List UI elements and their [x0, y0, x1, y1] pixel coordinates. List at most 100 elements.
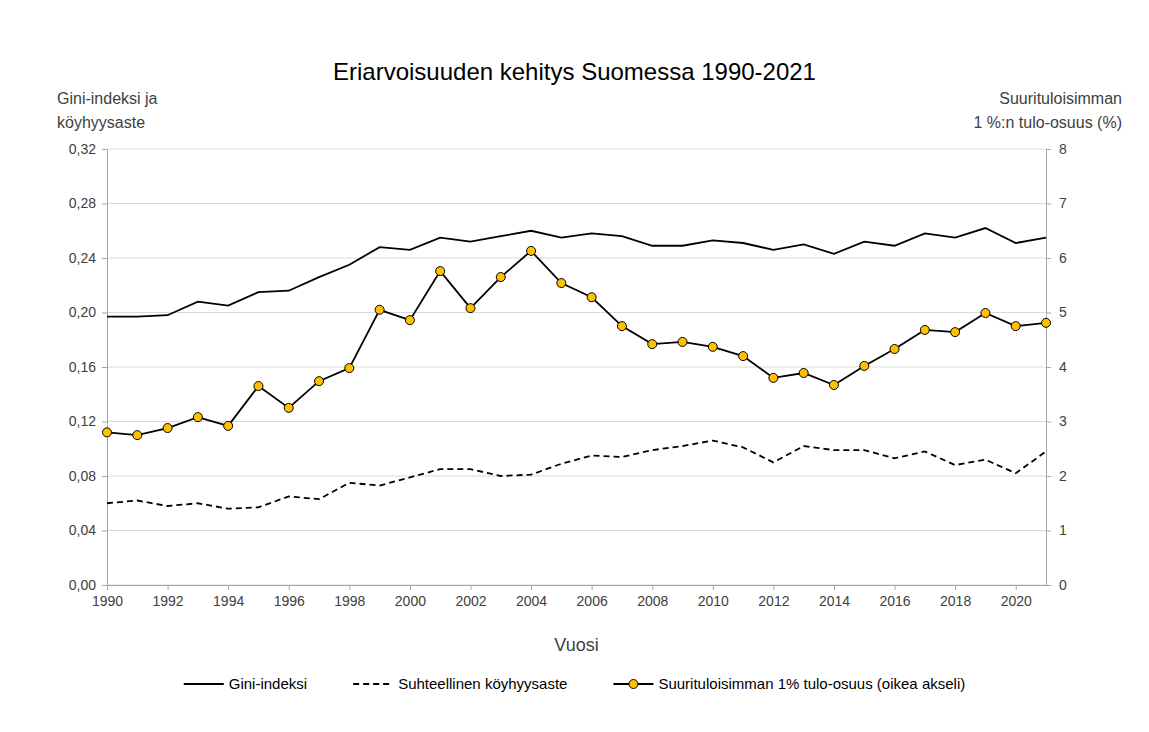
- tick: 8: [1046, 141, 1067, 157]
- tick-label: 0,32: [69, 141, 96, 157]
- marker: [799, 368, 808, 377]
- tick: 2010: [698, 585, 729, 609]
- tick-mark: [410, 585, 411, 590]
- x-axis-title: Vuosi: [554, 635, 598, 655]
- tick-mark: [1016, 585, 1017, 590]
- marker: [527, 246, 536, 255]
- tick: 2002: [455, 585, 486, 609]
- tick: 0,12: [69, 413, 107, 429]
- legend: Gini-indeksi Suhteellinen köyhyysaste Suur…: [184, 675, 965, 692]
- title: Eriarvoisuuden kehitys Suomessa 1990-202…: [333, 58, 816, 85]
- marker: [920, 325, 929, 334]
- tick-mark: [102, 531, 107, 532]
- tick-mark: [102, 367, 107, 368]
- tick-label: 0,20: [69, 304, 96, 320]
- legend-marker: [629, 680, 638, 689]
- tick-mark: [955, 585, 956, 590]
- grid-line: [107, 149, 1046, 150]
- x-axis: 1990199219941996199820002002200420062008…: [92, 585, 1047, 609]
- tick: 0: [1046, 577, 1067, 593]
- chart: 1990199219941996199820002002200420062008…: [0, 0, 1149, 732]
- tick: 1994: [213, 585, 244, 609]
- y-axis: 0,000,040,080,120,160,200,240,280,32: [69, 141, 108, 593]
- tick-label: 2002: [455, 593, 486, 609]
- tick: 7: [1046, 195, 1067, 211]
- grid-line: [107, 367, 1046, 368]
- tick-label: 2014: [819, 593, 850, 609]
- tick-mark: [102, 422, 107, 423]
- tick-label: 3: [1059, 413, 1067, 429]
- tick-label: 8: [1059, 141, 1067, 157]
- marker: [436, 267, 445, 276]
- tick-mark: [1046, 585, 1051, 586]
- tick-label: 2004: [516, 593, 547, 609]
- marker: [648, 340, 657, 349]
- tick-label: 6: [1059, 250, 1067, 266]
- marker: [951, 328, 960, 337]
- legend-label: Suurituloisimman 1% tulo-osuus (oikea ak…: [658, 675, 965, 692]
- tick: 2: [1046, 468, 1067, 484]
- marker: [860, 361, 869, 370]
- marker: [1011, 322, 1020, 331]
- tick-label: 0: [1059, 577, 1067, 593]
- marker: [193, 413, 202, 422]
- tick-mark: [168, 585, 169, 590]
- marker: [981, 309, 990, 318]
- tick-mark: [1046, 313, 1051, 314]
- legend-label: Suhteellinen köyhyysaste: [398, 675, 567, 692]
- tick-label: 1994: [213, 593, 244, 609]
- tick-mark: [1046, 531, 1051, 532]
- tick-label: 7: [1059, 195, 1067, 211]
- tick-label: 0,04: [69, 522, 96, 538]
- marker: [315, 377, 324, 386]
- marker: [284, 403, 293, 412]
- tick-mark: [1046, 367, 1051, 368]
- tick-label: 2016: [879, 593, 910, 609]
- y2-axis-title: Suurituloisimman: [999, 90, 1122, 107]
- tick: 6: [1046, 250, 1067, 266]
- tick-mark: [102, 258, 107, 259]
- tick: 0,20: [69, 304, 107, 320]
- tick-label: 2006: [577, 593, 608, 609]
- tick-label: 0,24: [69, 250, 96, 266]
- marker: [103, 428, 112, 437]
- tick: 2014: [819, 585, 850, 609]
- tick: 0,04: [69, 522, 107, 538]
- tick: 2008: [637, 585, 668, 609]
- tick-label: 2020: [1001, 593, 1032, 609]
- tick-mark: [592, 585, 593, 590]
- legend-item: Gini-indeksi: [184, 675, 307, 692]
- tick-mark: [470, 585, 471, 590]
- tick-label: 1996: [274, 593, 305, 609]
- tick-mark: [773, 585, 774, 590]
- tick-mark: [107, 585, 108, 590]
- tick-label: 2018: [940, 593, 971, 609]
- tick-label: 2010: [698, 593, 729, 609]
- series-line: [107, 251, 1046, 435]
- tick: 2006: [577, 585, 608, 609]
- tick-mark: [1046, 204, 1051, 205]
- tick-mark: [713, 585, 714, 590]
- marker: [617, 322, 626, 331]
- tick: 5: [1046, 304, 1067, 320]
- marker: [133, 431, 142, 440]
- tick: 1998: [334, 585, 365, 609]
- marker: [1042, 318, 1051, 327]
- grid-line: [107, 258, 1046, 259]
- tick-mark: [102, 585, 107, 586]
- legend-label: Gini-indeksi: [229, 675, 307, 692]
- tick-mark: [289, 585, 290, 590]
- tick: 1996: [274, 585, 305, 609]
- marker: [708, 342, 717, 351]
- tick-label: 1998: [334, 593, 365, 609]
- tick: 4: [1046, 359, 1067, 375]
- grid-line: [107, 476, 1046, 477]
- tick: 0,32: [69, 141, 107, 157]
- tick: 1990: [92, 585, 123, 609]
- axis-line: [108, 585, 1047, 586]
- series-line: [107, 441, 1046, 509]
- tick-label: 1990: [92, 593, 123, 609]
- marker: [678, 337, 687, 346]
- grid-line: [107, 421, 1046, 422]
- axis-line: [107, 150, 108, 586]
